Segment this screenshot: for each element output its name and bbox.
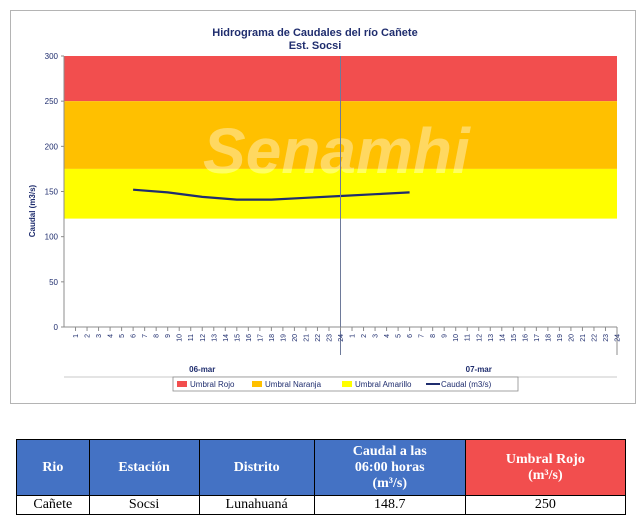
- legend-swatch: [342, 381, 352, 387]
- x-tick-label: 22: [591, 334, 598, 342]
- y-tick-label: 100: [45, 233, 59, 242]
- x-tick-label: 3: [96, 334, 103, 338]
- table-header-cell: Rio: [16, 439, 90, 496]
- x-tick-label: 17: [257, 334, 264, 342]
- x-tick-label: 7: [142, 334, 149, 338]
- x-tick-label: 22: [315, 334, 322, 342]
- x-tick-label: 6: [407, 334, 414, 338]
- series-line-caudal: [133, 188, 410, 201]
- x-tick-label: 14: [499, 334, 506, 342]
- x-tick-label: 4: [108, 334, 115, 338]
- legend-label: Caudal (m3/s): [441, 380, 492, 389]
- x-tick-label: 14: [223, 334, 230, 342]
- x-tick-label: 3: [373, 334, 380, 338]
- x-tick-label: 20: [568, 334, 575, 342]
- x-tick-label: 9: [442, 334, 449, 338]
- x-tick-label: 16: [246, 334, 253, 342]
- table-header-cell: Caudal a las 06:00 horas (m³/s): [313, 439, 466, 496]
- x-tick-label: 4: [384, 334, 391, 338]
- table-cell: 250: [464, 495, 627, 515]
- legend-swatch: [177, 381, 187, 387]
- y-tick-label: 250: [45, 97, 59, 106]
- legend-label: Umbral Rojo: [190, 380, 235, 389]
- summary-table: Rio Estación Distrito Caudal a las 06:00 hor…: [16, 439, 627, 515]
- x-tick-label: 13: [488, 334, 495, 342]
- x-tick-label: 5: [119, 334, 126, 338]
- x-tick-label: 12: [200, 334, 207, 342]
- chart-subtitle: Est. Socsi: [289, 40, 342, 52]
- x-tick-label: 24: [338, 334, 345, 342]
- y-tick-label: 200: [45, 142, 59, 151]
- table-header-row: Rio Estación Distrito Caudal a las 06:00 hor…: [16, 439, 627, 496]
- x-tick-label: 15: [234, 334, 241, 342]
- table-cell: Socsi: [88, 495, 200, 515]
- x-tick-label: 19: [280, 334, 287, 342]
- legend-label: Umbral Amarillo: [355, 380, 412, 389]
- legend-swatch: [252, 381, 262, 387]
- table-row: Cañete Socsi Lunahuaná 148.7 250: [16, 495, 627, 515]
- y-tick-label: 150: [45, 188, 59, 197]
- x-tick-label: 7: [419, 334, 426, 338]
- x-tick-label: 1: [350, 334, 357, 338]
- x-tick-label: 8: [154, 334, 161, 338]
- x-tick-label: 13: [211, 334, 218, 342]
- table-header-cell: Distrito: [198, 439, 315, 496]
- legend-label: Umbral Naranja: [265, 380, 322, 389]
- x-tick-label: 1: [73, 334, 80, 338]
- x-tick-label: 10: [453, 334, 460, 342]
- x-tick-label: 9: [165, 334, 172, 338]
- chart-frame: Senamhi 0 50 100 150 200 250 300 1 2 3 4 5 6 7 8 9 10 11 1…: [10, 10, 636, 404]
- x-tick-label: 10: [177, 334, 184, 342]
- x-tick-label: 21: [580, 334, 587, 342]
- x-tick-label: 23: [603, 334, 610, 342]
- x-tick-label: 11: [465, 334, 472, 341]
- x-tick-label: 18: [545, 334, 552, 342]
- table-cell: 148.7: [313, 495, 466, 515]
- day-label: 06-mar: [189, 365, 215, 374]
- x-tick-label: 24: [615, 334, 622, 342]
- x-tick-label: 18: [269, 334, 276, 342]
- x-tick-label: 21: [303, 334, 310, 342]
- day-label: 07-mar: [466, 365, 492, 374]
- x-tick-label: 17: [534, 334, 541, 342]
- x-tick-label: 19: [557, 334, 564, 342]
- x-tick-label: 15: [511, 334, 518, 342]
- x-tick-label: 5: [396, 334, 403, 338]
- x-tick-label: 6: [131, 334, 138, 338]
- table-header-cell: Umbral Rojo (m³/s): [464, 439, 627, 496]
- y-axis-label: Caudal (m3/s): [28, 184, 37, 237]
- x-tick-label: 23: [326, 334, 333, 342]
- x-tick-label: 20: [292, 334, 299, 342]
- x-tick-label: 16: [522, 334, 529, 342]
- x-tick-label: 2: [361, 334, 368, 338]
- chart-title: Hidrograma de Caudales del río Cañete: [212, 27, 417, 39]
- x-tick-label: 2: [85, 334, 92, 338]
- watermark-text: Senamhi: [203, 115, 471, 187]
- table-header-cell: Estación: [88, 439, 200, 496]
- y-tick-label: 0: [54, 323, 59, 332]
- y-tick-label: 300: [45, 52, 59, 61]
- x-tick-label: 8: [430, 334, 437, 338]
- x-tick-label: 12: [476, 334, 483, 342]
- y-tick-label: 50: [49, 278, 58, 287]
- table-cell: Cañete: [16, 495, 90, 515]
- table-cell: Lunahuaná: [198, 495, 315, 515]
- x-tick-label: 11: [188, 334, 195, 341]
